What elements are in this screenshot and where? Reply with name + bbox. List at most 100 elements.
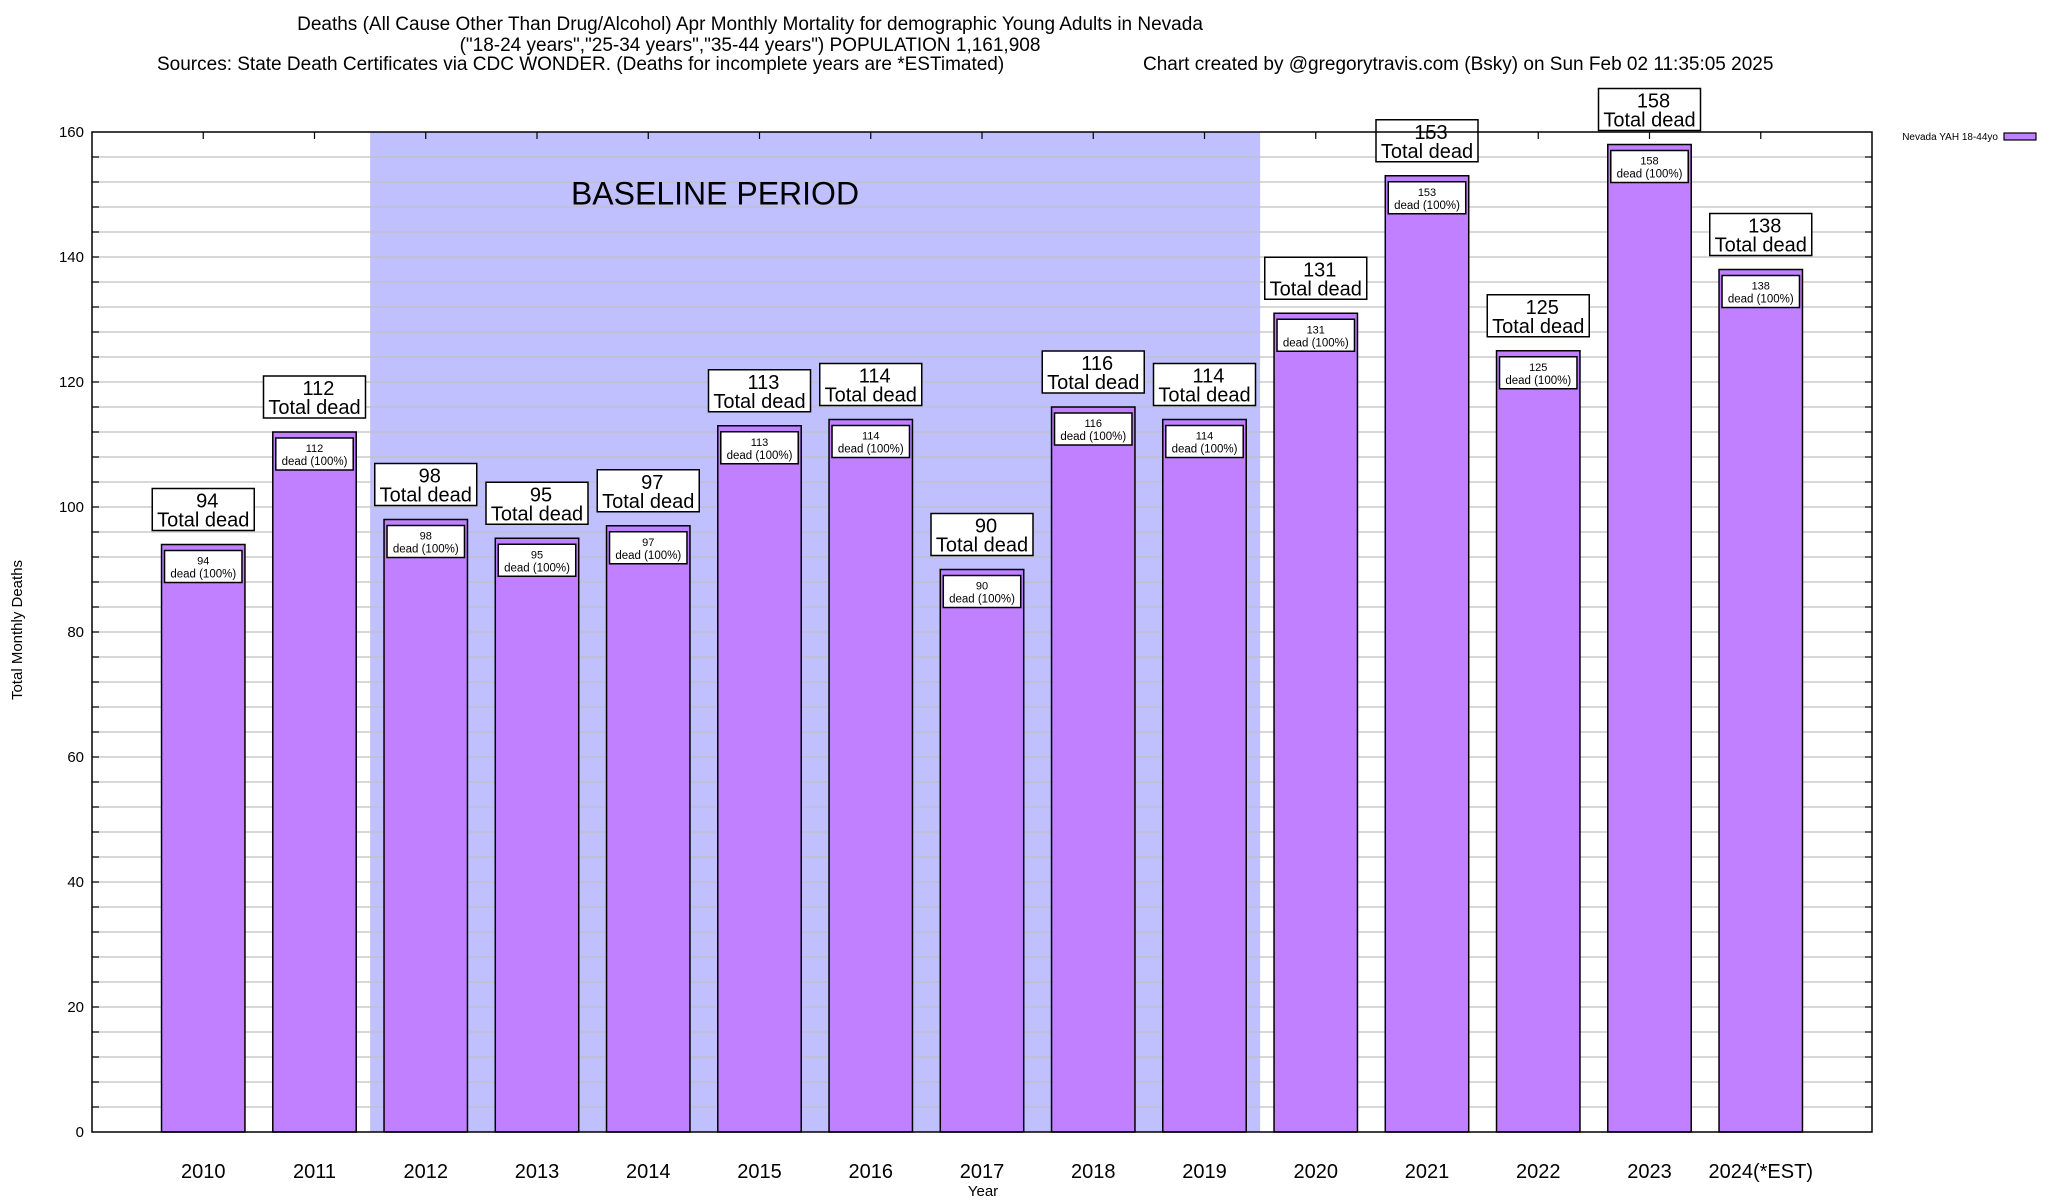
total-label-text: Total dead	[1270, 278, 1362, 300]
inner-label-value: 90	[976, 581, 988, 593]
x-tick-label: 2016	[849, 1161, 894, 1183]
total-label-text: Total dead	[157, 510, 249, 532]
legend-swatch	[2003, 132, 2037, 141]
inner-label-box	[1498, 356, 1578, 390]
x-tick-label: 2017	[960, 1161, 1005, 1183]
total-label-text: Total dead	[602, 491, 694, 513]
total-label-text: Total dead	[936, 535, 1028, 557]
inner-label-box	[386, 524, 466, 559]
total-label-text: Total dead	[1715, 235, 1807, 257]
total-label-box	[1264, 256, 1368, 300]
inner-label-box	[608, 531, 688, 565]
inner-label-text: dead (100%)	[615, 550, 681, 562]
chart-sources: Sources: State Death Certificates via CD…	[157, 54, 1005, 75]
inner-label-text: dead (100%)	[1617, 169, 1683, 181]
bar	[605, 525, 691, 1133]
total-label-box	[485, 481, 589, 525]
bar	[1495, 350, 1581, 1133]
total-label-value: 98	[419, 466, 441, 488]
inner-label-value: 112	[306, 443, 324, 455]
total-label-text: Total dead	[825, 385, 917, 407]
y-tick-label: 40	[67, 874, 84, 891]
total-label-box	[819, 362, 923, 407]
bar	[383, 518, 469, 1133]
total-label-box	[1486, 294, 1590, 338]
inner-label-text: dead (100%)	[838, 444, 904, 456]
total-label-box	[151, 487, 255, 532]
total-label-text: Total dead	[713, 391, 805, 413]
total-label-value: 158	[1637, 91, 1670, 113]
bar	[1162, 418, 1247, 1133]
inner-label-box	[275, 437, 354, 471]
inner-label-text: dead (100%)	[1283, 337, 1349, 349]
inner-label-text: dead (100%)	[949, 594, 1015, 606]
bar	[939, 568, 1025, 1133]
total-label-value: 112	[303, 378, 335, 400]
bar	[272, 431, 357, 1133]
total-label-box	[262, 375, 367, 419]
total-label-value: 97	[641, 472, 663, 494]
x-tick-label: 2022	[1516, 1161, 1561, 1183]
inner-label-value: 158	[1640, 156, 1658, 168]
y-tick-label: 60	[67, 749, 84, 766]
x-axis-label: Year	[968, 1183, 998, 1200]
inner-label-value: 114	[1196, 431, 1214, 443]
inner-label-box	[1276, 318, 1356, 352]
inner-label-box	[1610, 149, 1689, 184]
inner-label-box	[1721, 274, 1801, 309]
bar	[1273, 312, 1359, 1133]
inner-label-box	[720, 431, 799, 465]
legend: Nevada YAH 18-44yo	[1902, 132, 2037, 143]
bar	[1718, 268, 1804, 1133]
x-tick-label: 2015	[737, 1161, 782, 1183]
total-label-box	[1375, 119, 1479, 163]
inner-label-value: 94	[197, 556, 209, 568]
inner-label-value: 114	[862, 431, 880, 443]
inner-label-text: dead (100%)	[282, 456, 348, 468]
inner-label-value: 138	[1752, 281, 1770, 293]
total-label-value: 95	[530, 484, 552, 506]
bar	[1607, 143, 1692, 1133]
x-tick-label: 2021	[1405, 1161, 1450, 1183]
total-label-text: Total dead	[1158, 385, 1250, 407]
total-label-text: Total dead	[491, 503, 583, 525]
y-tick-label: 120	[59, 374, 84, 391]
total-label-value: 94	[196, 491, 218, 513]
total-label-text: Total dead	[1603, 110, 1695, 132]
total-label-box	[1152, 362, 1257, 407]
bar	[828, 418, 914, 1133]
y-tick-label: 80	[67, 624, 84, 641]
inner-label-value: 95	[531, 549, 543, 561]
inner-label-value: 131	[1307, 324, 1325, 336]
inner-label-value: 97	[642, 537, 654, 549]
total-label-box	[1041, 350, 1145, 394]
total-label-text: Total dead	[380, 485, 472, 507]
total-label-value: 114	[859, 366, 891, 388]
inner-label-box	[163, 549, 243, 584]
total-label-value: 125	[1526, 297, 1559, 319]
chart-credit: Chart created by @gregorytravis.com (Bsk…	[1143, 54, 1774, 75]
bar	[160, 543, 246, 1133]
inner-label-box	[942, 574, 1022, 609]
x-tick-label: 2010	[181, 1161, 226, 1183]
x-tick-label: 2018	[1071, 1161, 1116, 1183]
inner-label-text: dead (100%)	[170, 569, 236, 581]
total-label-box	[596, 469, 700, 513]
total-label-value: 138	[1748, 216, 1781, 238]
x-tick-label: 2020	[1294, 1161, 1339, 1183]
inner-label-box	[1387, 181, 1467, 215]
inner-label-value: 153	[1418, 187, 1436, 199]
bar	[1050, 406, 1136, 1133]
